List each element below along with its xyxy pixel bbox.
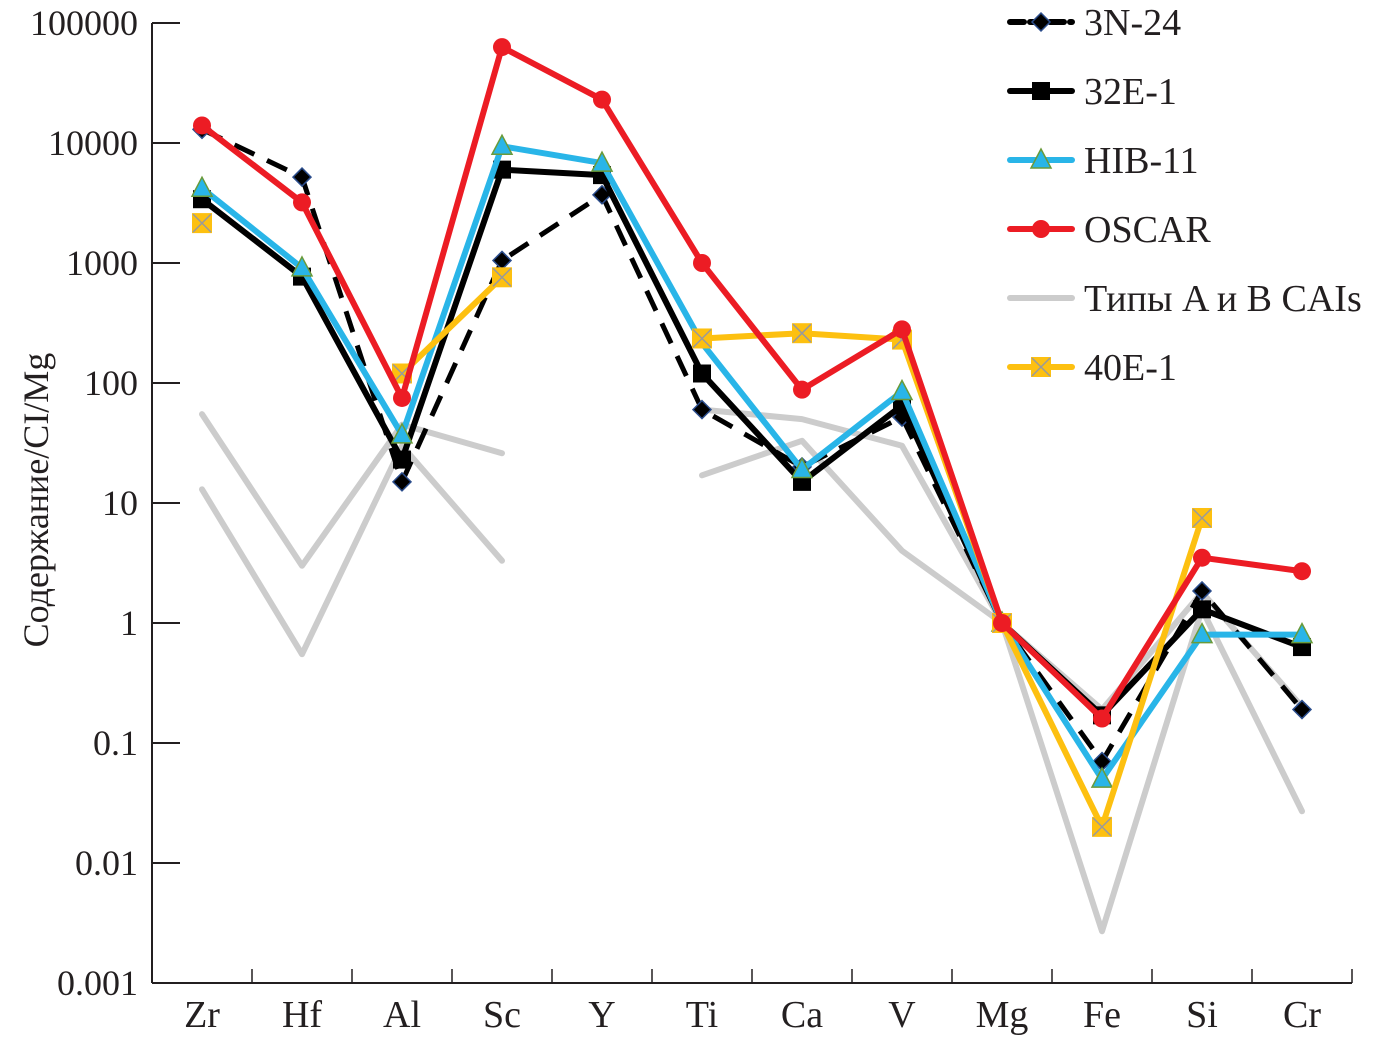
x-tick-label: Si <box>1186 994 1218 1036</box>
legend-marker <box>1032 220 1050 238</box>
data-point <box>393 388 411 407</box>
data-point <box>291 167 313 188</box>
data-point <box>1192 507 1212 528</box>
y-tick-label: 0.1 <box>93 723 138 763</box>
data-point <box>1092 816 1112 837</box>
data-point <box>793 380 811 399</box>
legend-item: HIB-11 <box>1007 140 1199 182</box>
data-point <box>692 328 712 349</box>
data-point <box>393 450 411 469</box>
data-point <box>1193 600 1211 619</box>
legend-item: 3N-24 <box>1007 2 1181 44</box>
x-tick-label: Hf <box>282 994 322 1036</box>
legend-label: HIB-11 <box>1084 140 1199 182</box>
x-tick-label: Sc <box>483 994 521 1036</box>
data-point <box>1193 548 1211 567</box>
data-point <box>193 116 211 135</box>
x-tick-label: Cr <box>1283 994 1321 1036</box>
y-tick-label: 10000 <box>48 123 138 163</box>
legend-label: 3N-24 <box>1084 2 1181 44</box>
x-tick-label: Fe <box>1083 994 1121 1036</box>
legend-marker <box>1032 82 1050 100</box>
x-axis-ticks: Zr Hf Al Sc Y Ti Ca V Mg Fe Si Cr <box>184 969 1353 1036</box>
x-tick-label: Al <box>383 994 421 1036</box>
y-axis-ticks: 100000 10000 1000 100 10 1 0.1 0.01 0.001 <box>30 3 180 1003</box>
data-point <box>1190 622 1214 644</box>
data-point <box>792 323 812 344</box>
y-tick-label: 1000 <box>66 243 138 283</box>
x-tick-label: Zr <box>184 994 220 1036</box>
data-point <box>390 422 414 444</box>
data-point <box>1293 562 1311 581</box>
series-line <box>199 411 505 569</box>
x-tick-label: V <box>888 994 916 1036</box>
data-point <box>293 193 311 212</box>
data-point <box>192 213 212 234</box>
data-point <box>391 471 413 492</box>
y-tick-label: 10 <box>102 483 138 523</box>
legend-marker <box>1030 11 1052 33</box>
data-point <box>593 90 611 109</box>
data-point <box>693 364 711 383</box>
data-point <box>1291 699 1313 720</box>
data-point <box>492 267 512 288</box>
y-axis-title: Содержание/CI/Mg <box>16 353 56 648</box>
data-point <box>1090 766 1114 788</box>
series-line <box>199 143 1305 783</box>
series-layer <box>190 38 1314 935</box>
series-line <box>399 274 505 377</box>
series-line <box>699 330 1205 830</box>
legend-marker <box>1029 147 1053 169</box>
series-hib-11 <box>190 133 1314 788</box>
legend-label: OSCAR <box>1084 209 1211 251</box>
legend-label: Типы A и B CAIs <box>1084 278 1362 320</box>
y-tick-label: 100 <box>84 363 138 403</box>
data-point <box>893 320 911 339</box>
data-point <box>691 399 713 420</box>
data-point <box>493 38 511 57</box>
data-point <box>490 133 514 155</box>
series-cais <box>199 406 1305 935</box>
y-tick-label: 100000 <box>30 3 138 43</box>
series-line <box>699 406 1305 935</box>
legend-marker <box>1031 357 1051 377</box>
x-tick-label: Ti <box>686 994 718 1036</box>
data-point <box>993 614 1011 632</box>
data-point <box>693 254 711 272</box>
y-tick-label: 0.001 <box>57 963 138 1003</box>
legend-item: OSCAR <box>1007 209 1211 251</box>
series-oscar <box>193 38 1311 728</box>
data-point <box>1093 709 1111 728</box>
data-point <box>890 378 914 401</box>
series-40e-1 <box>192 213 1212 837</box>
legend-label: 32E-1 <box>1084 71 1177 113</box>
x-tick-label: Ca <box>781 994 823 1036</box>
legend: 3N-24 32E-1 HIB-11 OSCAR Типы A и B CAIs 40E-… <box>1007 2 1362 389</box>
data-point <box>1290 622 1314 644</box>
series-line <box>199 166 1305 719</box>
data-point <box>590 150 614 172</box>
data-point <box>190 175 214 197</box>
y-tick-label: 1 <box>120 603 138 643</box>
legend-item: 32E-1 <box>1007 71 1177 113</box>
series-line <box>699 437 1305 713</box>
legend-item: Типы A и B CAIs <box>1007 278 1362 320</box>
data-point <box>290 255 314 277</box>
y-tick-label: 0.01 <box>75 843 138 883</box>
x-tick-label: Y <box>588 994 615 1036</box>
data-point <box>790 456 814 479</box>
x-tick-label: Mg <box>976 994 1029 1036</box>
legend-item: 40E-1 <box>1007 347 1177 389</box>
series-line <box>199 44 1305 722</box>
series-line <box>199 442 505 658</box>
data-point <box>491 250 513 271</box>
legend-label: 40E-1 <box>1084 347 1177 389</box>
data-point <box>1191 580 1213 601</box>
